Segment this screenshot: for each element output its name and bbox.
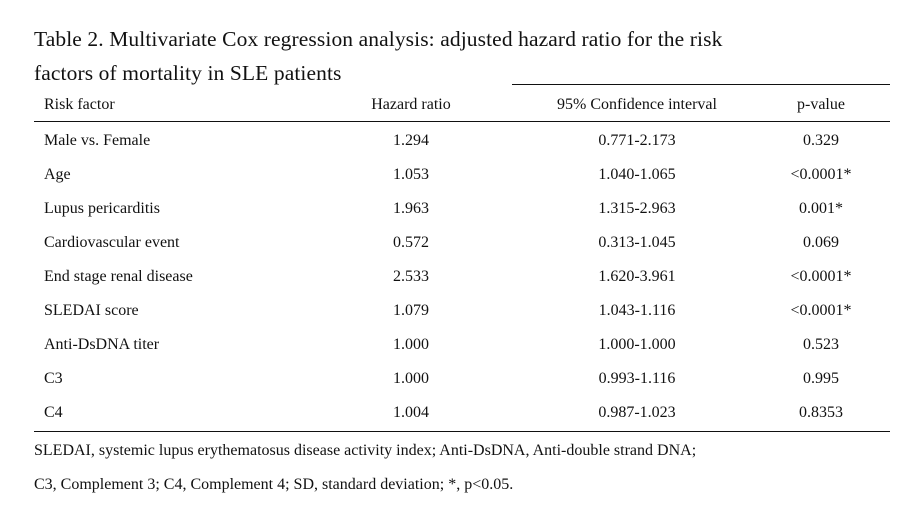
table-row: Cardiovascular event 0.572 0.313-1.045 0…	[0, 226, 922, 260]
table-row: Male vs. Female 1.294 0.771-2.173 0.329	[0, 124, 922, 158]
risk-factor-cell: Lupus pericarditis	[44, 200, 160, 217]
confidence-interval-cell: 1.620-3.961	[598, 268, 676, 285]
table-row: SLEDAI score 1.079 1.043-1.116 <0.0001*	[0, 294, 922, 328]
risk-factor-cell: Male vs. Female	[44, 132, 151, 149]
risk-factor-cell: End stage renal disease	[44, 268, 193, 285]
hazard-ratio-cell: 1.053	[393, 166, 429, 183]
hazard-ratio-cell: 1.004	[393, 404, 429, 421]
column-header-confidence-interval: 95% Confidence interval	[557, 96, 717, 113]
risk-factor-cell: C4	[44, 404, 63, 421]
table-row: Age 1.053 1.040-1.065 <0.0001*	[0, 158, 922, 192]
table-caption-line-2: factors of mortality in SLE patients	[34, 61, 342, 85]
risk-factor-cell: SLEDAI score	[44, 302, 139, 319]
column-header-risk-factor: Risk factor	[44, 96, 115, 113]
table-row: End stage renal disease 2.533 1.620-3.96…	[0, 260, 922, 294]
table-caption-line-1: Table 2. Multivariate Cox regression ana…	[34, 27, 723, 51]
table-footnote-line-2: C3, Complement 3; C4, Complement 4; SD, …	[34, 476, 514, 493]
table-row: Lupus pericarditis 1.963 1.315-2.963 0.0…	[0, 192, 922, 226]
p-value-cell: 0.069	[803, 234, 839, 251]
risk-factor-cell: Age	[44, 166, 71, 183]
header-bottom-rule	[34, 121, 890, 122]
table-row: Anti-DsDNA titer 1.000 1.000-1.000 0.523	[0, 328, 922, 362]
risk-factor-cell: Cardiovascular event	[44, 234, 180, 251]
p-value-cell: <0.0001*	[790, 166, 852, 183]
p-value-cell: 0.001*	[799, 200, 843, 217]
p-value-cell: <0.0001*	[790, 302, 852, 319]
confidence-interval-cell: 0.987-1.023	[598, 404, 676, 421]
table-row: C4 1.004 0.987-1.023 0.8353	[0, 396, 922, 430]
hazard-ratio-cell: 1.000	[393, 370, 429, 387]
hazard-ratio-cell: 1.000	[393, 336, 429, 353]
confidence-interval-cell: 1.043-1.116	[598, 302, 676, 319]
confidence-interval-cell: 1.040-1.065	[598, 166, 676, 183]
table-row: C3 1.000 0.993-1.116 0.995	[0, 362, 922, 396]
confidence-interval-cell: 0.993-1.116	[598, 370, 676, 387]
p-value-cell: 0.523	[803, 336, 839, 353]
p-value-cell: 0.995	[803, 370, 839, 387]
hazard-ratio-cell: 2.533	[393, 268, 429, 285]
confidence-interval-cell: 0.313-1.045	[598, 234, 676, 251]
table-footnote-line-1: SLEDAI, systemic lupus erythematosus dis…	[34, 442, 697, 459]
confidence-interval-cell: 1.315-2.963	[598, 200, 676, 217]
table-bottom-rule	[34, 431, 890, 432]
p-value-cell: 0.8353	[799, 404, 843, 421]
hazard-ratio-cell: 0.572	[393, 234, 429, 251]
p-value-cell: 0.329	[803, 132, 839, 149]
hazard-ratio-cell: 1.294	[393, 132, 429, 149]
hazard-ratio-cell: 1.963	[393, 200, 429, 217]
confidence-interval-cell: 1.000-1.000	[598, 336, 676, 353]
table-caption: Table 2. Multivariate Cox regression ana…	[34, 22, 794, 90]
column-header-hazard-ratio: Hazard ratio	[371, 96, 451, 113]
risk-factor-cell: Anti-DsDNA titer	[44, 336, 160, 353]
risk-factor-cell: C3	[44, 370, 63, 387]
header-top-rule	[512, 84, 890, 85]
p-value-cell: <0.0001*	[790, 268, 852, 285]
confidence-interval-cell: 0.771-2.173	[598, 132, 676, 149]
column-header-p-value: p-value	[797, 96, 845, 113]
hazard-ratio-cell: 1.079	[393, 302, 429, 319]
